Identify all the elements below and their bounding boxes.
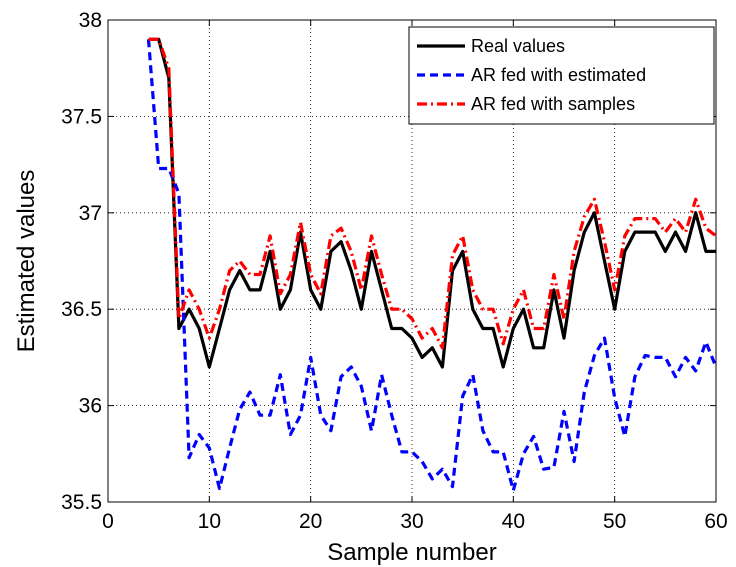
y-tick-label: 36: [79, 395, 102, 418]
axis-tick-labels: 0 10 20 30 40 50 60 35.5 36 36.5 37 37.5 38: [61, 9, 728, 533]
x-tick-label: 10: [198, 510, 221, 533]
y-tick-label: 37: [79, 202, 102, 225]
legend-label: AR fed with samples: [471, 94, 635, 114]
legend-label: AR fed with estimated: [471, 65, 646, 85]
axis-ticks: [107, 19, 717, 503]
x-tick-label: 40: [502, 510, 525, 533]
y-tick-label: 38: [79, 9, 102, 32]
x-tick-label: 50: [603, 510, 626, 533]
x-tick-label: 0: [102, 510, 114, 533]
x-tick-label: 30: [400, 510, 423, 533]
legend-label: Real values: [471, 36, 565, 56]
x-tick-label: 60: [704, 510, 727, 533]
y-tick-label: 36.5: [61, 298, 102, 321]
x-tick-label: 20: [299, 510, 322, 533]
legend: Real values AR fed with estimated AR fed w…: [408, 26, 715, 125]
y-tick-label: 37.5: [61, 105, 102, 128]
y-tick-label: 35.5: [61, 491, 102, 514]
series-line-2: [146, 39, 718, 492]
y-axis-label: Estimated values: [13, 170, 40, 353]
series-layer: [146, 37, 718, 492]
series-line-3: [148, 37, 717, 350]
series-line-1: [148, 37, 716, 369]
x-axis-label: Sample number: [327, 539, 496, 566]
